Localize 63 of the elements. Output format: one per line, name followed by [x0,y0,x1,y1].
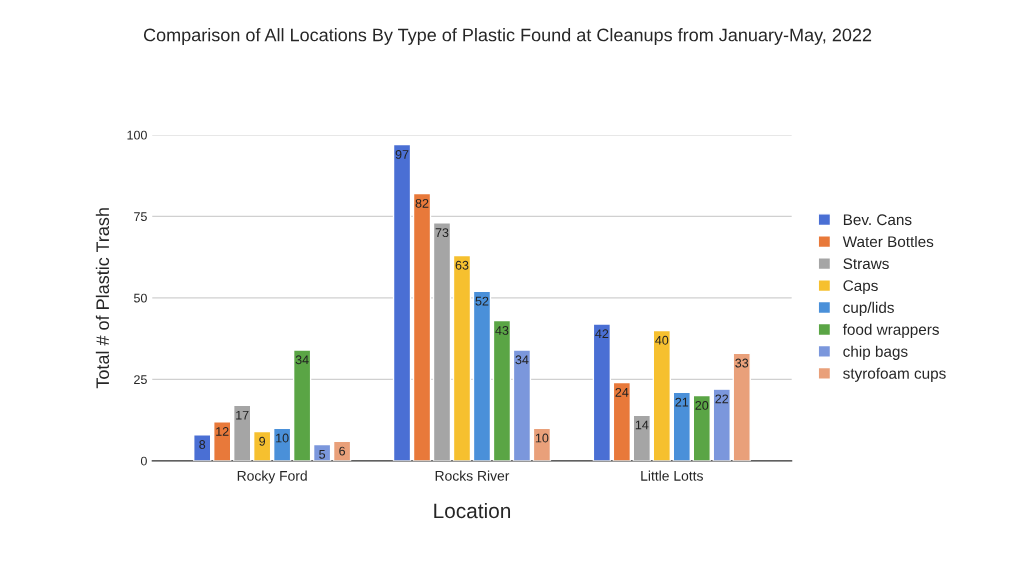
data-label: 8 [199,440,206,449]
bar [412,192,432,461]
bar [472,290,492,461]
chart-title: Comparison of All Locations By Type of Plastic Found at Cleanups from January-May, 2022 [143,28,872,45]
legend-label: Water Bottles [842,235,934,248]
bar [512,349,532,461]
bar [632,414,652,461]
bar [492,319,512,461]
bar [612,381,632,461]
bar [732,352,751,461]
data-label: 21 [675,397,689,407]
data-label: 22 [715,394,729,404]
bar [672,391,691,461]
data-label: 33 [735,358,749,368]
bar [193,434,212,461]
y-tick-label: 50 [133,293,147,303]
data-label: 73 [435,228,449,238]
data-label: 20 [695,400,709,410]
x-tick-label: Rocky Ford [237,470,307,484]
bar [432,222,452,461]
legend-label: Straws [843,258,889,270]
y-axis-title: Total # of Plastic Trash [95,208,110,389]
data-label: 9 [259,436,266,446]
bar [692,394,711,461]
legend-label: chip bags [843,345,908,360]
legend-label: Bev. Cans [843,214,912,226]
data-label: 5 [319,450,326,459]
bar [252,430,272,461]
legend-label: food wrappers [842,323,939,338]
bar [592,323,612,461]
bar [392,143,412,461]
legend-label: styrofoam cups [843,367,946,382]
y-tick-label: 0 [140,456,147,466]
data-label: 42 [595,329,609,339]
legend-label: cup/lids [843,301,894,316]
data-label: 17 [236,410,249,420]
bar [452,254,472,461]
data-label: 40 [655,335,669,345]
x-axis-title: Location [434,502,511,519]
bar [213,421,232,461]
data-label: 10 [535,433,549,443]
y-tick-label: 100 [127,130,147,140]
data-label: 10 [276,433,289,443]
data-label: 52 [475,296,489,306]
data-label: 63 [455,260,469,270]
x-tick-label: Rocks River [435,470,510,481]
legend-label: Caps [843,280,878,295]
bar [292,349,312,461]
data-label: 97 [395,150,409,159]
bar [652,329,671,461]
data-label: 14 [635,420,649,430]
y-tick-label: 75 [134,212,147,222]
data-label: 82 [415,198,429,208]
data-label: 34 [295,355,309,365]
data-label: 34 [515,355,529,365]
bar [232,404,252,461]
data-label: 6 [339,446,346,456]
y-tick-label: 25 [134,375,147,384]
data-label: 12 [216,427,229,436]
data-label: 24 [615,387,629,397]
bar [712,388,731,461]
x-tick-label: Little Lotts [641,470,703,481]
data-label: 43 [495,326,509,335]
